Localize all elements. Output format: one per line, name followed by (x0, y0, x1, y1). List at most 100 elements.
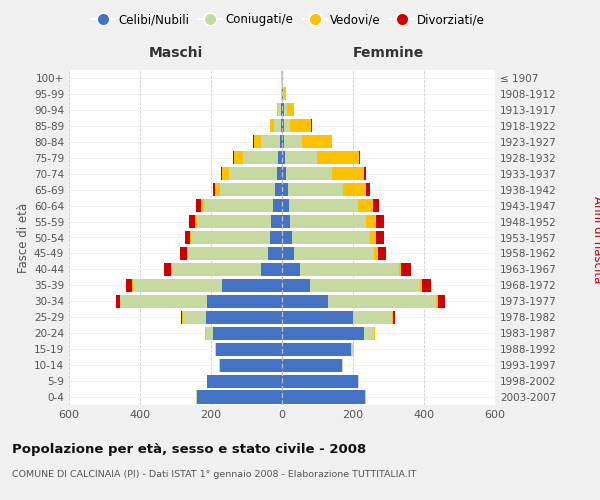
Bar (126, 279, 132, 292)
Bar (282, 263, 300, 276)
Bar (282, 104, 284, 117)
Bar (254, 135, 260, 148)
Bar (341, 358, 343, 372)
Text: Femmine: Femmine (353, 46, 424, 60)
Bar (261, 135, 280, 148)
Bar (207, 374, 208, 388)
Bar (302, 135, 332, 148)
Bar (282, 390, 365, 404)
Bar (332, 167, 364, 180)
Legend: Celibi/Nubili, Coniugati/e, Vedovi/e, Divorziati/e: Celibi/Nubili, Coniugati/e, Vedovi/e, Di… (86, 8, 490, 31)
Bar (364, 326, 374, 340)
Text: Maschi: Maschi (148, 46, 203, 60)
Bar (278, 104, 281, 117)
Bar (116, 295, 120, 308)
Bar (280, 135, 282, 148)
Bar (422, 279, 431, 292)
Bar (282, 167, 286, 180)
Bar (401, 263, 411, 276)
Bar (275, 183, 282, 196)
Bar (181, 247, 187, 260)
Bar (188, 215, 195, 228)
Bar (208, 374, 282, 388)
Bar (197, 390, 282, 404)
Bar (282, 295, 328, 308)
Text: Anni di nascita: Anni di nascita (590, 196, 600, 284)
Bar (233, 151, 234, 164)
Bar (358, 199, 373, 212)
Bar (282, 279, 310, 292)
Bar (172, 263, 260, 276)
Bar (215, 342, 217, 355)
Bar (370, 231, 376, 244)
Bar (367, 183, 370, 196)
Bar (282, 342, 351, 355)
Bar (277, 104, 278, 117)
Bar (282, 358, 341, 372)
Bar (285, 151, 317, 164)
Bar (213, 183, 215, 196)
Text: Popolazione per età, sesso e stato civile - 2008: Popolazione per età, sesso e stato civil… (12, 442, 366, 456)
Bar (281, 120, 282, 132)
Bar (358, 374, 359, 388)
Bar (253, 135, 254, 148)
Bar (182, 310, 206, 324)
Bar (206, 326, 213, 340)
Bar (274, 120, 281, 132)
Bar (229, 167, 277, 180)
Bar (281, 104, 282, 117)
Y-axis label: Fasce di età: Fasce di età (17, 202, 30, 272)
Bar (282, 199, 289, 212)
Bar (282, 247, 295, 260)
Bar (343, 183, 367, 196)
Bar (217, 342, 282, 355)
Bar (164, 263, 171, 276)
Bar (282, 151, 285, 164)
Bar (185, 231, 190, 244)
Bar (282, 374, 358, 388)
Bar (359, 151, 361, 164)
Bar (289, 183, 343, 196)
Bar (220, 183, 275, 196)
Bar (190, 231, 191, 244)
Bar (421, 279, 422, 292)
Bar (213, 326, 282, 340)
Bar (295, 247, 374, 260)
Bar (310, 279, 421, 292)
Bar (278, 151, 282, 164)
Bar (289, 199, 358, 212)
Bar (268, 247, 282, 260)
Bar (284, 88, 286, 101)
Bar (171, 263, 172, 276)
Bar (290, 120, 311, 132)
Bar (438, 295, 445, 308)
Bar (376, 231, 383, 244)
Bar (364, 167, 366, 180)
Bar (282, 88, 283, 101)
Bar (132, 279, 133, 292)
Bar (378, 247, 386, 260)
Bar (221, 279, 282, 292)
Bar (436, 295, 438, 308)
Bar (269, 231, 282, 244)
Bar (120, 295, 121, 308)
Bar (366, 215, 376, 228)
Bar (373, 199, 379, 212)
Bar (376, 215, 384, 228)
Bar (133, 279, 221, 292)
Bar (215, 183, 220, 196)
Bar (270, 120, 274, 132)
Bar (328, 295, 436, 308)
Bar (374, 326, 376, 340)
Bar (191, 231, 269, 244)
Bar (234, 151, 243, 164)
Bar (351, 342, 354, 355)
Bar (260, 263, 282, 276)
Bar (284, 120, 290, 132)
Bar (399, 263, 401, 276)
Bar (187, 247, 188, 260)
Bar (221, 167, 229, 180)
Bar (392, 310, 393, 324)
Bar (273, 199, 282, 212)
Bar (290, 215, 366, 228)
